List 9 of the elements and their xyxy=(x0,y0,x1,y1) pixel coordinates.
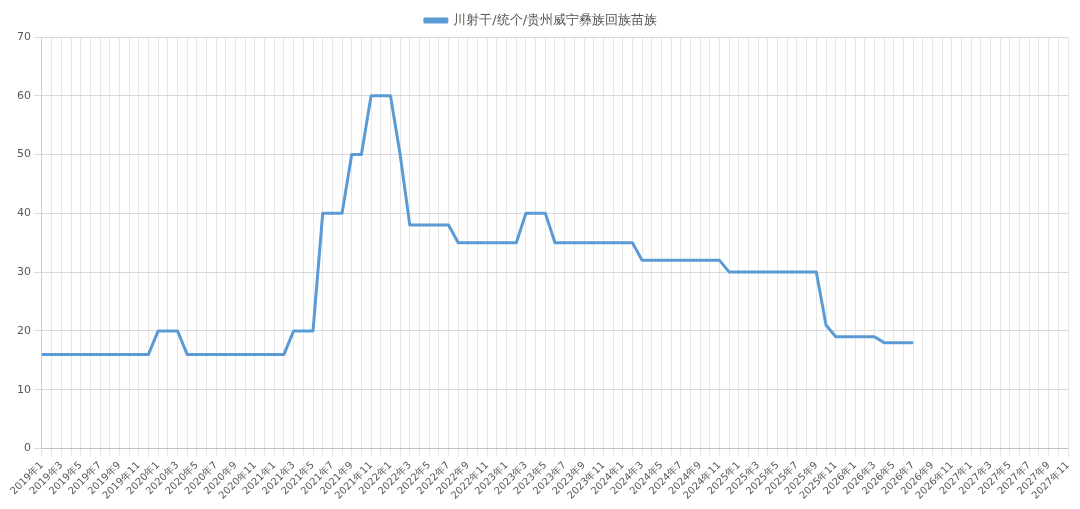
legend-label: 川射干/统个/贵州威宁彝族回族苗族 xyxy=(453,11,658,27)
y-tick-label: 70 xyxy=(17,29,31,43)
y-tick-label: 50 xyxy=(17,147,31,161)
y-tick-label: 40 xyxy=(17,206,31,220)
y-tick-label: 0 xyxy=(24,441,31,455)
y-tick-label: 20 xyxy=(17,323,31,337)
y-tick-label: 10 xyxy=(17,382,31,396)
y-tick-label: 60 xyxy=(17,88,31,102)
y-tick-label: 30 xyxy=(17,264,31,278)
